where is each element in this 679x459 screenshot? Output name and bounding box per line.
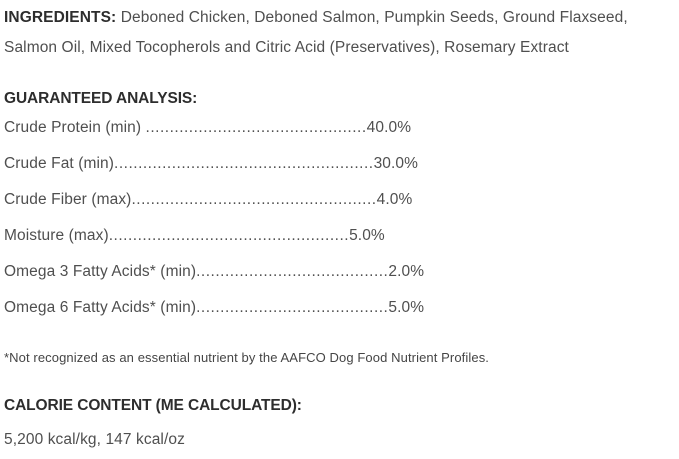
ingredients-line1: Deboned Chicken, Deboned Salmon, Pumpkin… bbox=[120, 9, 628, 26]
leader-dots: ........................................… bbox=[108, 227, 350, 244]
calorie-content-heading: CALORIE CONTENT (ME CALCULATED): bbox=[4, 397, 302, 414]
leader-dots: ........................................… bbox=[114, 155, 374, 172]
analysis-label: Moisture (max) bbox=[4, 227, 109, 244]
ingredients-line2: Salmon Oil, Mixed Tocopherols and Citric… bbox=[4, 39, 569, 56]
analysis-label: Crude Fat (min) bbox=[4, 155, 115, 172]
leader-dots: ........................................… bbox=[145, 119, 367, 136]
analysis-label: Crude Protein (min) bbox=[4, 119, 146, 136]
analysis-row-omega-6: Omega 6 Fatty Acids* (min)..............… bbox=[4, 290, 675, 326]
analysis-row-crude-fiber: Crude Fiber (max).......................… bbox=[4, 182, 675, 218]
analysis-label: Omega 6 Fatty Acids* (min) bbox=[4, 299, 197, 316]
aafco-footnote: *Not recognized as an essential nutrient… bbox=[4, 350, 490, 365]
analysis-label: Crude Fiber (max) bbox=[4, 191, 132, 208]
calorie-content-value: 5,200 kcal/kg, 147 kcal/oz bbox=[4, 431, 185, 448]
ingredients-paragraph: INGREDIENTS: Deboned Chicken, Deboned Sa… bbox=[4, 3, 675, 63]
leader-dots: ........................................ bbox=[196, 299, 389, 316]
ingredients-heading: INGREDIENTS: bbox=[4, 9, 117, 26]
analysis-row-crude-protein: Crude Protein (min) ....................… bbox=[4, 110, 675, 146]
analysis-row-omega-3: Omega 3 Fatty Acids* (min)..............… bbox=[4, 254, 675, 290]
analysis-value: 4.0% bbox=[376, 191, 413, 208]
analysis-row-crude-fat: Crude Fat (min).........................… bbox=[4, 146, 675, 182]
leader-dots: ........................................… bbox=[131, 191, 377, 208]
leader-dots: ........................................ bbox=[196, 263, 389, 280]
analysis-value: 40.0% bbox=[366, 119, 412, 136]
analysis-row-moisture: Moisture (max)..........................… bbox=[4, 218, 675, 254]
analysis-value: 30.0% bbox=[373, 155, 419, 172]
guaranteed-analysis-table: Crude Protein (min) ....................… bbox=[4, 110, 675, 326]
analysis-label: Omega 3 Fatty Acids* (min) bbox=[4, 263, 197, 280]
analysis-value: 5.0% bbox=[349, 227, 385, 244]
analysis-value: 2.0% bbox=[388, 263, 425, 280]
guaranteed-analysis-heading: GUARANTEED ANALYSIS: bbox=[4, 90, 198, 107]
analysis-value: 5.0% bbox=[388, 299, 425, 316]
